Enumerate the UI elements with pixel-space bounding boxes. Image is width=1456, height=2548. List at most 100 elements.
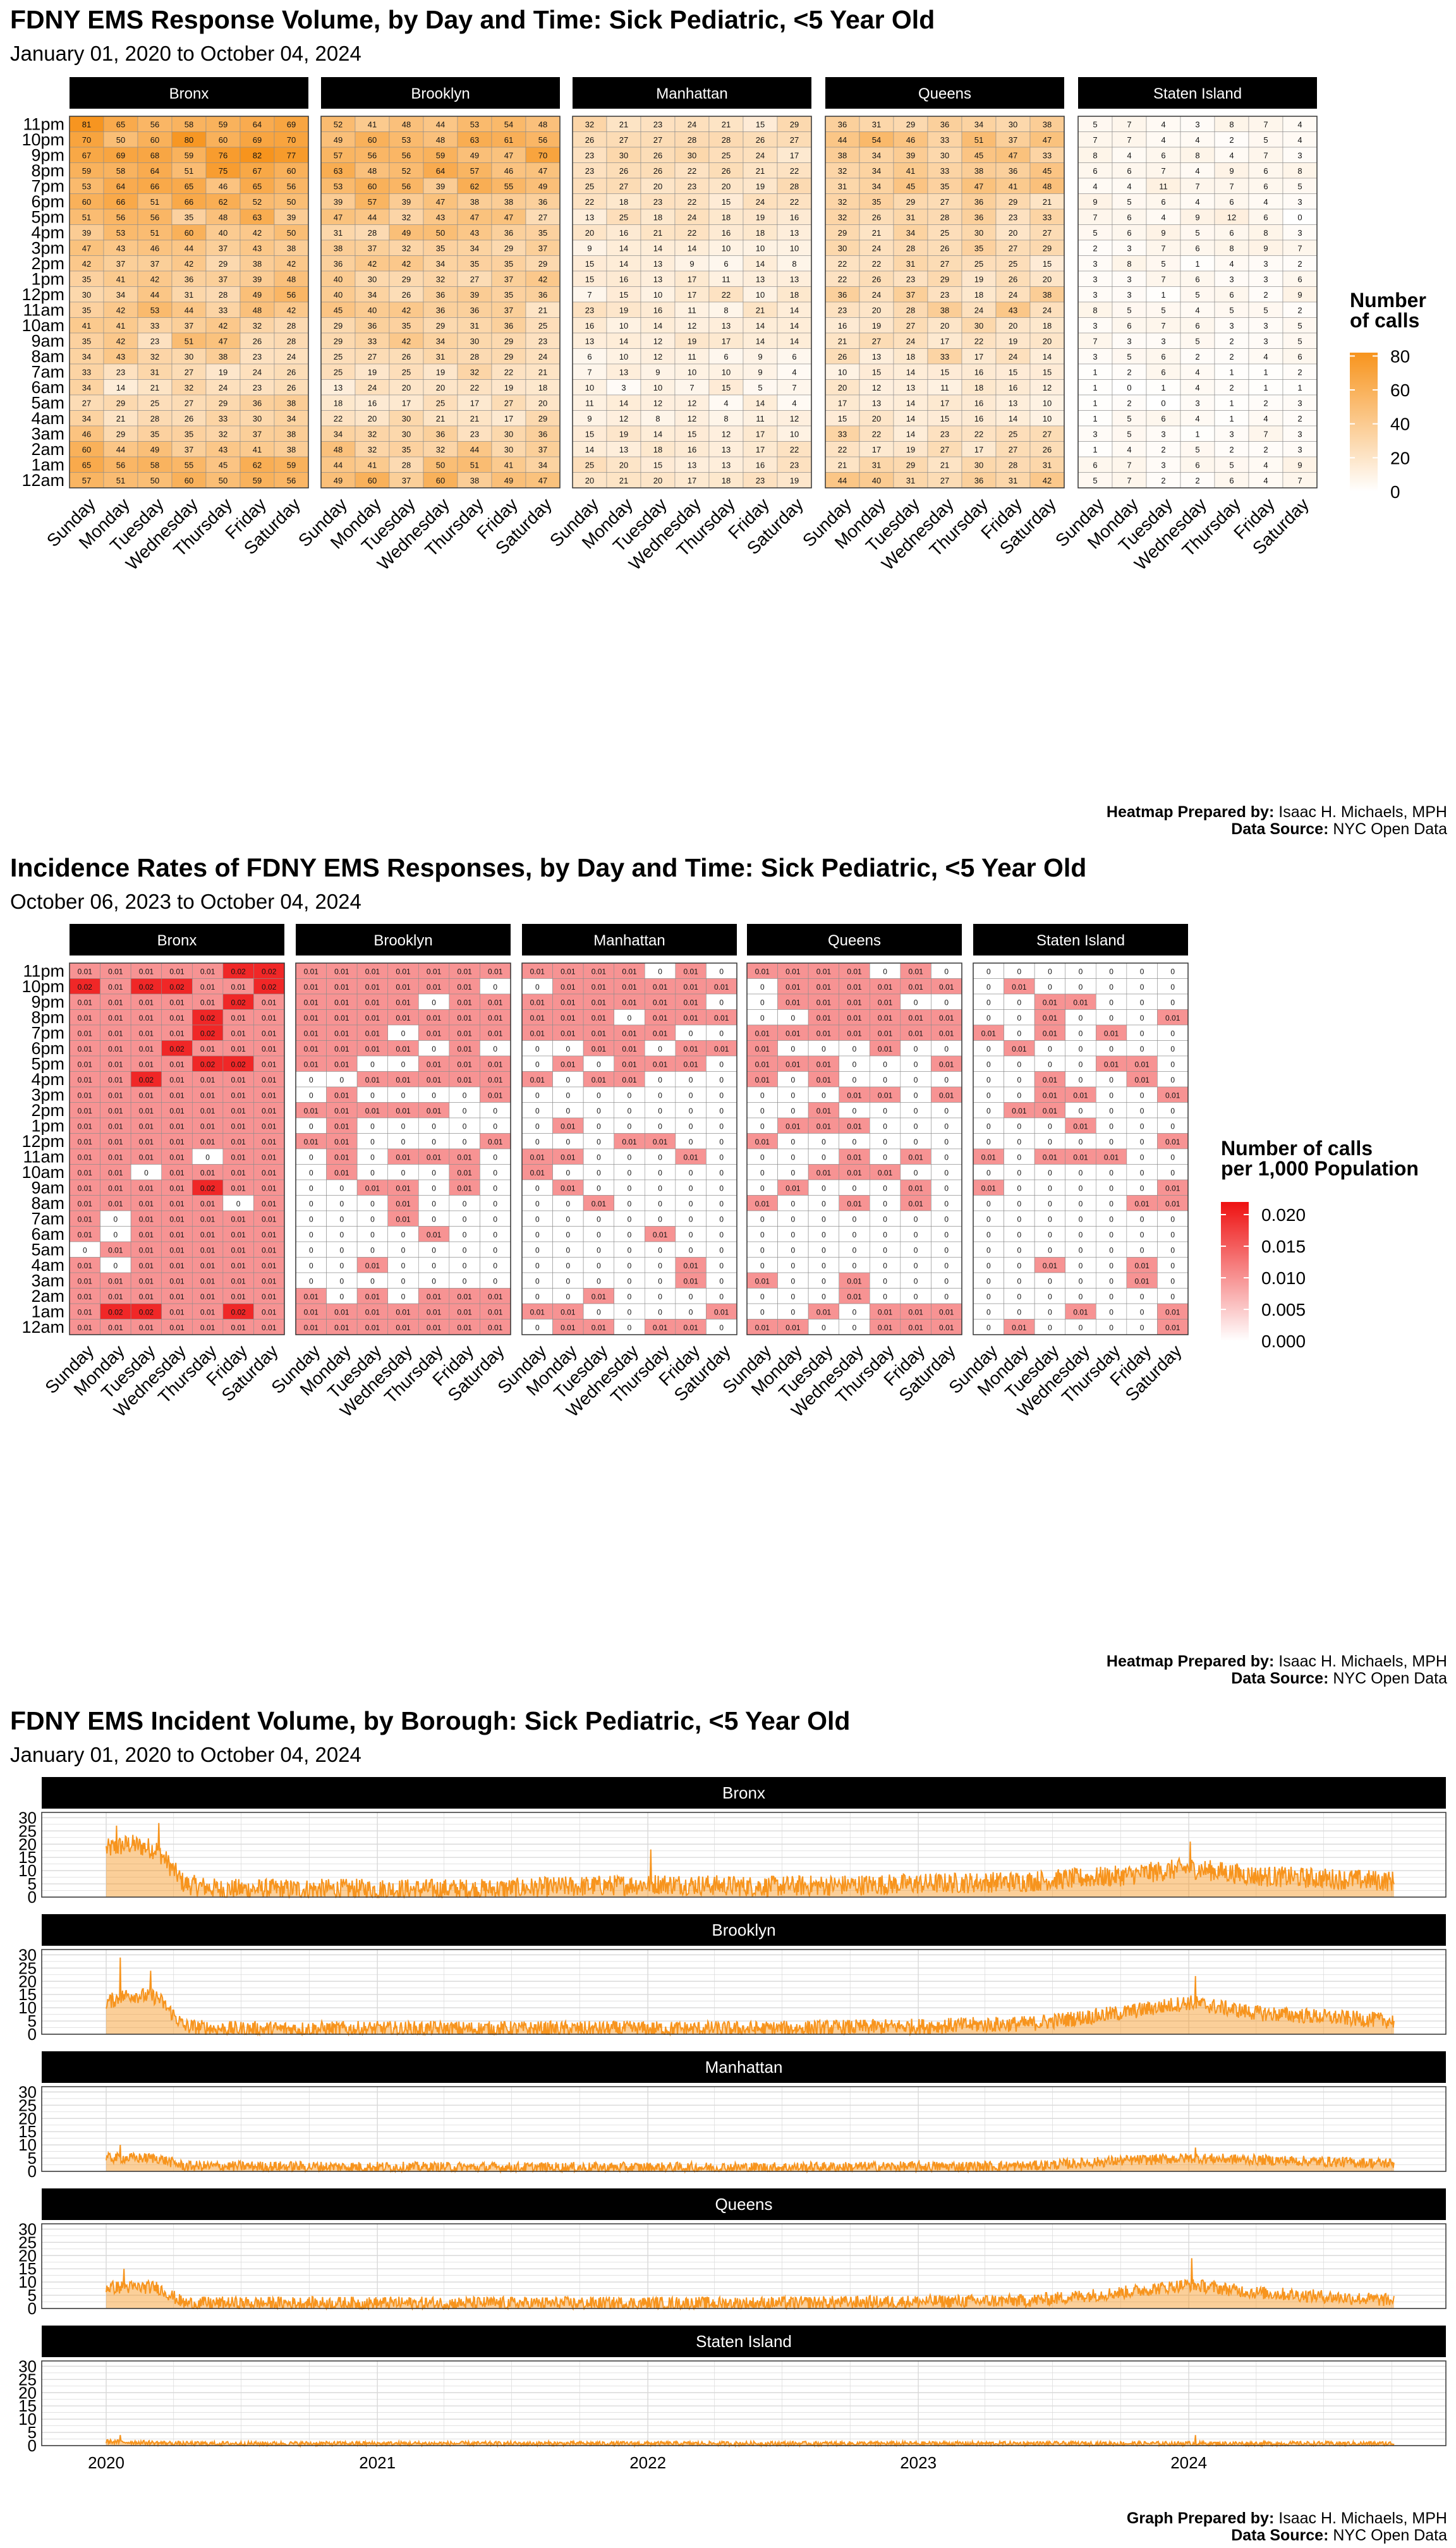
heatmap-cell	[356, 1288, 389, 1304]
cell-label: 0.01	[816, 1168, 832, 1177]
heatmap-cell	[961, 317, 997, 334]
cell-label: 17	[470, 398, 479, 408]
heatmap-cell	[295, 962, 327, 979]
cell-label: 36	[253, 398, 262, 408]
cell-label: 0.01	[169, 1168, 185, 1177]
cell-label: 52	[402, 166, 411, 176]
heatmap-cell	[356, 978, 389, 995]
cell-label: 0	[719, 1153, 724, 1162]
heatmap-cell	[777, 1288, 809, 1304]
cell-label: 0.01	[939, 1060, 954, 1069]
cell-label: 0	[597, 1168, 601, 1177]
heatmap-cell	[387, 1164, 419, 1180]
heatmap-cell	[644, 1086, 676, 1103]
cell-label: 29	[334, 336, 343, 346]
heatmap-cell	[320, 240, 356, 256]
cell-label: 0.01	[108, 1246, 123, 1254]
heatmap-cell	[777, 425, 812, 442]
heatmap-cell	[161, 1133, 193, 1150]
cell-label: 23	[790, 460, 799, 470]
heatmap-cell	[449, 1179, 480, 1196]
heatmap-cell	[457, 178, 492, 194]
cell-label: 0.01	[1165, 1091, 1180, 1100]
cell-label: 18	[619, 197, 628, 207]
cell-label: 0.01	[457, 967, 472, 976]
heatmap-cell	[614, 962, 645, 979]
cell-label: 29	[538, 259, 547, 269]
cell-label: 0	[1140, 1107, 1144, 1115]
cell-label: 0.01	[262, 1076, 277, 1084]
heatmap-cell	[743, 332, 778, 349]
heatmap-cell	[171, 147, 207, 163]
heatmap-cell	[900, 962, 931, 979]
heatmap-cell	[777, 993, 809, 1010]
cell-label: 0.01	[78, 967, 93, 976]
cell-label: 15	[653, 460, 662, 470]
x-tick-label: 2022	[629, 2453, 666, 2472]
cell-label: 42	[219, 321, 228, 331]
heatmap-cell	[69, 978, 100, 995]
cell-label: 6	[1161, 197, 1165, 207]
heatmap-cell	[1282, 317, 1318, 334]
heatmap-cell	[418, 1319, 450, 1335]
cell-label: 0.01	[108, 1029, 123, 1038]
heatmap-cell	[1004, 1195, 1035, 1211]
hour-tick-label: 2am	[31, 440, 64, 459]
heatmap-cell	[839, 1241, 870, 1258]
panel-border	[295, 962, 511, 1335]
heatmap-cell	[253, 1009, 285, 1026]
cell-label: 0	[1170, 1029, 1175, 1038]
cell-label: 0	[566, 1199, 571, 1208]
heatmap-cell	[931, 1040, 962, 1057]
cell-label: 37	[538, 243, 547, 253]
cell-label: 0	[1079, 1045, 1083, 1053]
cell-label: 63	[253, 212, 262, 222]
cell-label: 0.01	[488, 1014, 503, 1022]
cell-label: 0.01	[139, 1091, 154, 1100]
heatmap-cell	[606, 456, 641, 473]
cell-label: 0.01	[488, 967, 503, 976]
cell-label: 0	[914, 1292, 918, 1301]
cell-label: 0	[658, 1277, 662, 1285]
cell-label: 0	[822, 1261, 826, 1270]
heatmap-cell	[387, 1102, 419, 1119]
cell-label: 57	[82, 476, 91, 485]
cell-label: 0.01	[396, 1323, 411, 1332]
cell-label: 0	[822, 1153, 826, 1162]
cell-label: 0	[791, 1215, 796, 1223]
cell-label: 34	[82, 352, 91, 361]
cell-label: 0	[1170, 983, 1175, 992]
cell-label: 0.01	[231, 1184, 246, 1192]
cell-label: 27	[538, 212, 547, 222]
heatmap-cell	[706, 1226, 737, 1242]
cell-label: 0.01	[1165, 1199, 1180, 1208]
heatmap-cell	[205, 456, 241, 473]
heatmap-cell	[1126, 993, 1158, 1010]
heatmap-cell	[572, 410, 607, 427]
heatmap-cell	[418, 978, 450, 995]
cell-label: 0.01	[427, 1230, 442, 1239]
heatmap-cell	[521, 1133, 553, 1150]
heatmap-cell	[1146, 472, 1181, 488]
heatmap-cell	[240, 193, 275, 210]
cell-label: 0.01	[78, 1215, 93, 1223]
cell-label: 25	[585, 181, 594, 191]
heatmap-cell	[253, 1226, 285, 1242]
heatmap-cell	[295, 1071, 327, 1088]
cell-label: 0	[986, 1215, 991, 1223]
cell-label: 0	[309, 1076, 313, 1084]
heatmap-cell	[675, 1272, 707, 1289]
heatmap-cell	[931, 1303, 962, 1320]
cell-label: 0.01	[653, 983, 668, 992]
cell-label: 43	[116, 352, 125, 361]
heatmap-cell	[103, 317, 138, 334]
cell-label: 14	[906, 367, 915, 377]
cell-label: 0.01	[334, 1045, 349, 1053]
legend-tick-label: 20	[1390, 448, 1410, 468]
cell-label: 0.02	[200, 1014, 215, 1022]
cell-label: 0.01	[169, 1076, 185, 1084]
cell-label: 0.01	[1165, 1307, 1180, 1316]
cell-label: 28	[688, 135, 696, 145]
cell-label: 10	[619, 321, 628, 331]
cell-label: 0	[689, 1122, 693, 1131]
